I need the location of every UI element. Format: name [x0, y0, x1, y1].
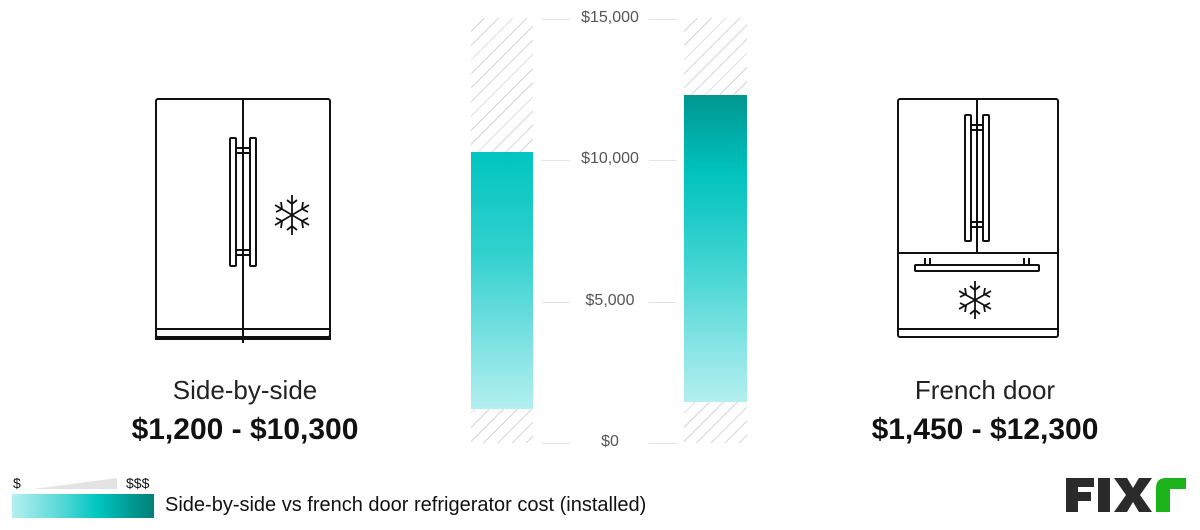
side-by-side-refrigerator-icon	[155, 98, 331, 343]
bar-side-by-side	[471, 152, 533, 409]
y-tick-15000: $15,000	[581, 9, 639, 26]
price-range-side-by-side: $1,200 - $10,300	[131, 413, 359, 446]
y-tick-0: $0	[601, 433, 619, 450]
legend-gradient-swatch	[12, 494, 154, 518]
y-tick-10000: $10,000	[581, 150, 639, 167]
category-label-side-by-side: Side-by-side	[172, 375, 318, 405]
snowflake-icon	[274, 195, 310, 235]
fixr-logo	[1066, 478, 1186, 512]
legend-low-label: $	[13, 475, 21, 491]
french-door-refrigerator-icon	[897, 98, 1059, 338]
category-label-french-door: French door	[914, 375, 1056, 405]
legend-high-label: $$$	[126, 475, 150, 491]
y-tick-5000: $5,000	[585, 292, 635, 309]
snowflake-icon	[958, 281, 992, 319]
bar-french-door	[684, 95, 747, 402]
chart-title: Side-by-side vs french door refrigerator…	[165, 494, 647, 516]
legend-cost-wedge-icon	[33, 478, 117, 489]
price-range-french-door: $1,450 - $12,300	[871, 413, 1099, 446]
